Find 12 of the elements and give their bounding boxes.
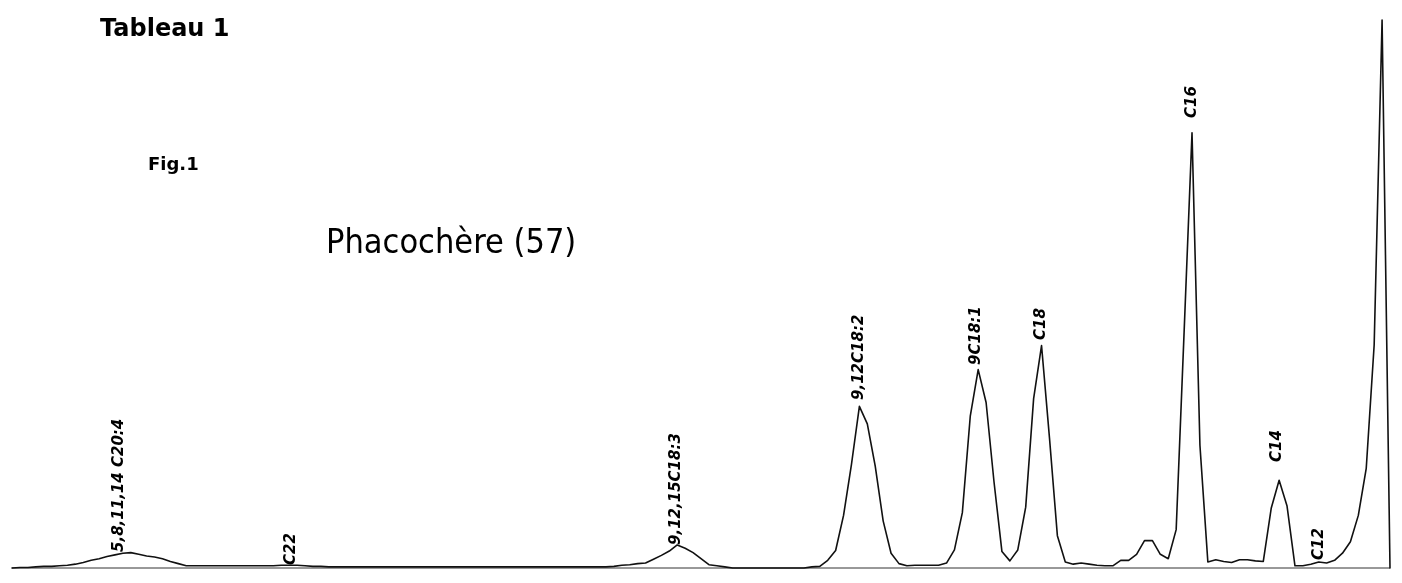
annotation: 9C18:1 bbox=[966, 306, 984, 365]
annotation: C16 bbox=[1182, 86, 1200, 118]
annotation: C18 bbox=[1031, 308, 1049, 340]
annotation: 9,12C18:2 bbox=[849, 314, 867, 400]
annotation: C12 bbox=[1309, 528, 1327, 560]
annotation: 5,8,11,14 C20:4 bbox=[109, 418, 127, 552]
annotation: C14 bbox=[1267, 430, 1285, 462]
annotation: C22 bbox=[281, 533, 299, 565]
annotation: 9,12,15C18:3 bbox=[666, 433, 684, 545]
text: Fig.1 bbox=[148, 153, 199, 174]
annotation: Phacochère (57) bbox=[326, 221, 577, 261]
chart-title: Tableau 1 bbox=[100, 14, 230, 42]
